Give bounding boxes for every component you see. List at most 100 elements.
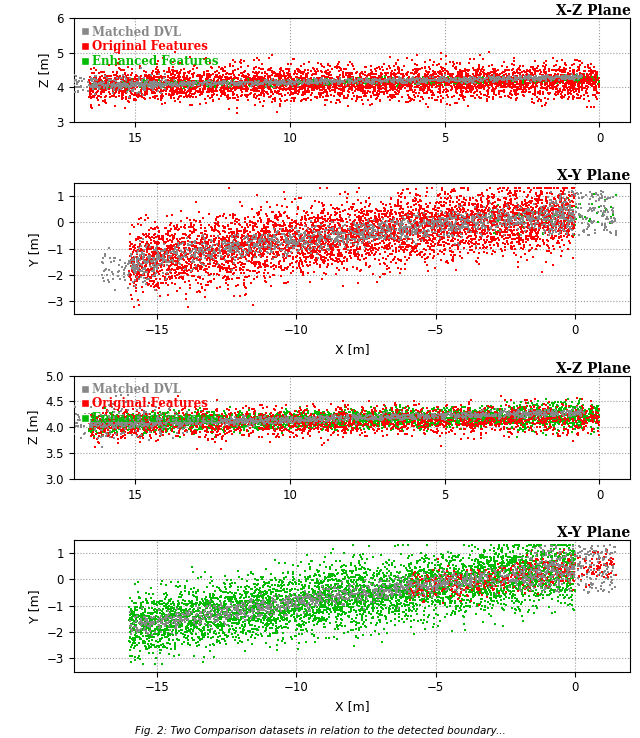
Point [419,230,429,241]
Point [262,421,273,432]
Point [426,69,436,80]
Point [309,72,319,84]
Point [553,430,563,441]
Point [246,605,257,617]
Point [476,207,486,219]
Point [195,215,205,227]
Point [272,415,282,427]
Point [121,75,131,86]
Point [254,257,264,269]
Point [164,265,175,277]
Point [511,192,522,204]
Point [401,220,411,232]
Point [156,80,166,92]
Point [593,77,604,89]
Point [104,80,115,92]
Point [212,600,223,612]
Point [282,77,292,89]
Point [148,235,159,247]
Point [297,80,307,92]
Point [416,417,426,429]
Point [239,606,250,618]
Point [282,94,292,106]
Point [538,60,548,72]
Point [540,191,550,203]
Point [415,413,426,424]
Point [484,581,495,593]
Point [178,75,188,87]
Point [410,72,420,83]
Point [451,604,461,615]
Point [550,197,561,209]
Point [366,576,376,588]
Point [378,219,388,231]
Point [599,224,609,236]
Point [214,413,225,424]
Point [390,619,401,631]
Point [459,559,469,571]
Point [435,576,445,588]
Point [256,616,266,628]
Point [342,415,353,427]
Point [564,405,574,417]
Point [376,76,387,88]
Point [266,601,276,613]
Point [305,561,315,573]
Point [582,71,592,83]
Point [250,578,260,590]
Point [147,614,157,626]
Point [182,414,193,426]
Point [460,576,470,588]
Point [570,407,580,419]
Point [273,580,283,592]
Point [332,594,342,606]
Point [589,401,600,413]
Point [376,241,387,252]
Point [204,77,214,89]
Point [290,589,300,601]
Point [242,595,252,607]
Point [111,418,121,430]
Point [389,77,399,89]
Point [543,404,554,415]
Point [122,410,132,421]
Point [332,415,342,427]
Point [407,80,417,92]
Point [295,424,305,435]
Point [529,410,540,421]
Point [230,604,240,615]
Point [534,222,544,234]
Point [476,215,486,227]
Point [174,407,184,418]
Point [533,72,543,84]
Point [161,77,171,89]
Point [558,211,568,223]
Point [400,263,410,275]
Point [191,611,202,623]
Point [492,200,502,212]
Point [542,406,552,418]
Point [173,91,184,103]
Point [205,412,216,424]
Point [339,84,349,96]
Point [483,69,493,80]
Point [517,596,527,608]
Point [545,73,556,85]
Point [180,580,190,592]
Point [132,430,143,441]
Point [132,631,142,643]
Point [551,572,561,584]
Point [436,72,446,83]
Point [124,421,134,432]
Point [505,413,515,425]
Point [491,75,501,86]
Point [169,611,179,623]
Point [121,76,131,88]
Point [333,583,343,595]
Point [167,613,177,624]
Point [207,249,217,261]
Point [326,210,337,221]
Point [468,75,478,86]
Point [530,574,540,586]
Point [523,74,533,86]
